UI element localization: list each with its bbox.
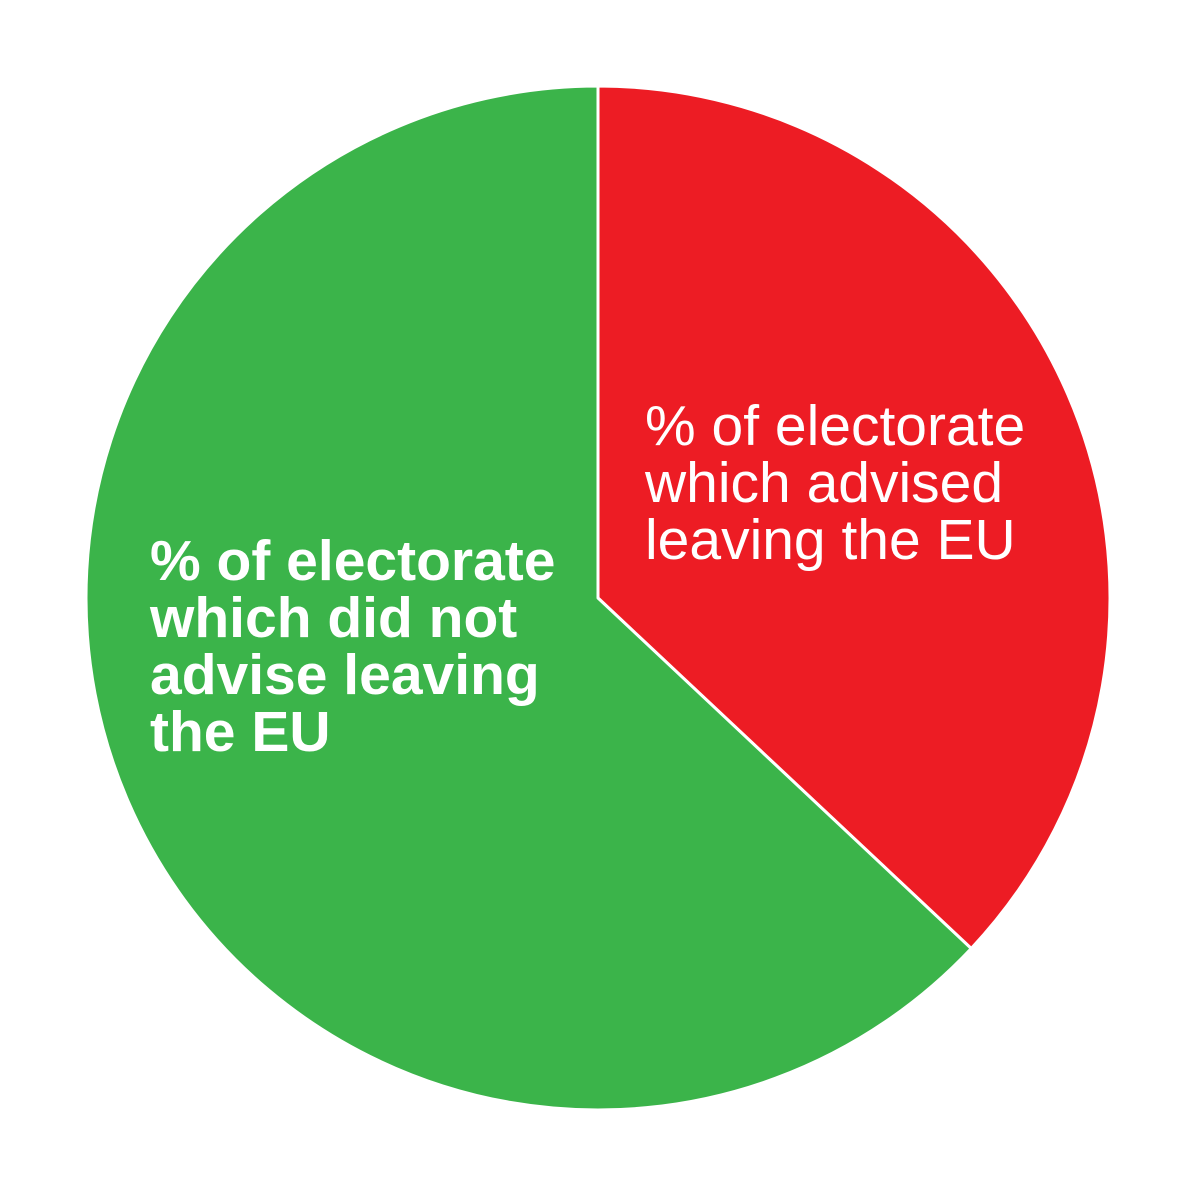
pie-slice-label-1-line-1: which did not	[149, 586, 517, 650]
pie-slice-label-0-line-0: % of electorate	[645, 394, 1025, 458]
pie-slice-label-1: % of electorate which did not advise leavi…	[149, 529, 555, 764]
pie-slice-label-0-line-1: which advised	[644, 451, 1003, 515]
pie-slices	[84, 84, 1112, 1112]
pie-labels: % of electorate which advised leaving the …	[149, 394, 1025, 764]
pie-slice-1	[84, 84, 973, 1112]
pie-slice-label-1-line-0: % of electorate	[150, 529, 555, 593]
pie-slice-label-0-line-2: leaving the EU	[645, 508, 1016, 572]
pie-slice-label-1-line-2: advise leaving	[150, 643, 540, 707]
pie-slice-0	[596, 84, 1112, 950]
pie-slice-label-1-line-3: the EU	[150, 700, 331, 764]
pie-slice-label-0: % of electorate which advised leaving the …	[644, 394, 1025, 572]
